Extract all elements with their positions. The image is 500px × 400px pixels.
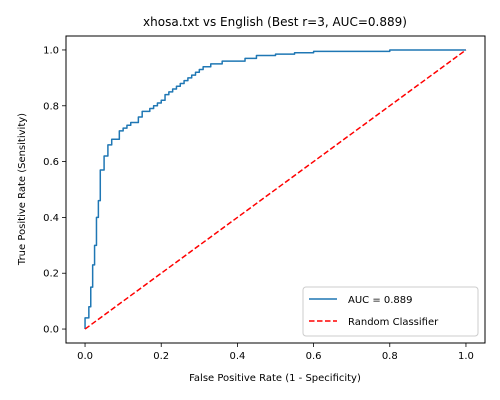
x-tick-label: 0.8 <box>382 351 398 362</box>
y-tick-label: 0.4 <box>43 213 59 224</box>
x-axis-ticks: 0.0 0.2 0.4 0.6 0.8 1.0 <box>77 343 474 362</box>
legend-box <box>302 286 479 337</box>
x-tick-label: 0.4 <box>229 351 245 362</box>
y-tick-label: 0.2 <box>43 269 59 280</box>
x-tick-label: 1.0 <box>458 351 474 362</box>
y-axis-label: True Positive Rate (Sensitivity) <box>17 113 28 266</box>
x-tick-label: 0.0 <box>77 351 93 362</box>
y-axis-ticks: 0.0 0.2 0.4 0.6 0.8 1.0 <box>43 45 66 336</box>
x-tick-label: 0.2 <box>153 351 169 362</box>
plot-area <box>65 35 486 344</box>
legend-label-auc: AUC = 0.889 <box>348 295 413 306</box>
y-tick-label: 0.8 <box>43 101 59 112</box>
y-tick-label: 0.0 <box>43 325 59 336</box>
random-classifier-line <box>84 49 467 330</box>
y-tick-label: 0.6 <box>43 157 59 168</box>
y-tick-label: 1.0 <box>43 45 59 56</box>
axes-frame <box>65 35 486 344</box>
legend-label-random: Random Classifier <box>348 317 439 328</box>
series-layer <box>84 49 467 330</box>
chart-title: xhosa.txt vs English (Best r=3, AUC=0.88… <box>143 15 407 29</box>
roc-curve-line <box>84 49 466 330</box>
x-axis-label: False Positive Rate (1 - Specificity) <box>189 373 361 384</box>
x-tick-label: 0.6 <box>306 351 322 362</box>
legend: AUC = 0.889 Random Classifier <box>302 286 479 337</box>
